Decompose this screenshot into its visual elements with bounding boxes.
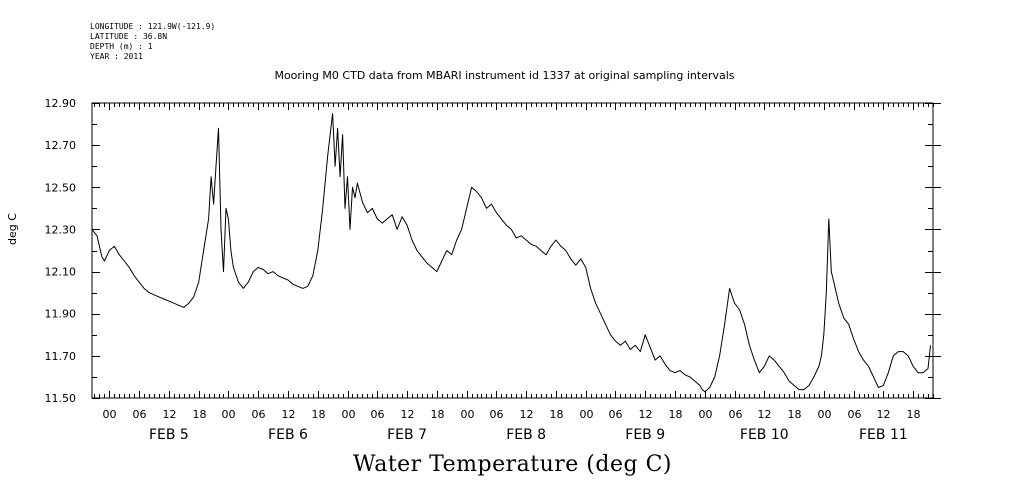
x-day-label: FEB 6 (268, 427, 308, 443)
x-tick-label: 00 (222, 408, 236, 421)
x-tick-label: 06 (133, 408, 147, 421)
x-tick-label: 06 (371, 408, 385, 421)
y-tick-label: 11.50 (45, 392, 77, 405)
y-tick-label: 12.10 (45, 266, 77, 279)
x-day-label: FEB 7 (387, 427, 427, 443)
x-day-label: FEB 5 (149, 427, 189, 443)
chart-title: Mooring M0 CTD data from MBARI instrumen… (274, 69, 735, 82)
metadata-block: LONGITUDE : 121.9W(-121.9) LATITUDE : 36… (90, 22, 215, 62)
x-tick-label: 12 (758, 408, 772, 421)
chart-marks (91, 113, 931, 393)
x-tick-label: 06 (609, 408, 623, 421)
x-tick-label: 18 (788, 408, 802, 421)
x-tick-label: 12 (163, 408, 177, 421)
y-tick-label: 12.70 (45, 139, 77, 152)
x-tick-label: 00 (580, 408, 594, 421)
x-tick-label: 00 (103, 408, 117, 421)
longitude-text: LONGITUDE : 121.9W(-121.9) (90, 22, 216, 31)
y-tick-label: 11.90 (45, 308, 77, 321)
y-tick-label: 12.90 (45, 97, 77, 110)
x-tick-label: 18 (669, 408, 683, 421)
x-tick-label: 18 (907, 408, 921, 421)
x-tick-label: 12 (520, 408, 534, 421)
latitude-text: LATITUDE : 36.8N (90, 32, 168, 41)
x-tick-label: 06 (252, 408, 266, 421)
chart-axes: 00 06 12 18 00 06 12 18 00 06 12 18 00 06 12 18 00 06 12 18… (45, 97, 941, 443)
x-tick-label: 12 (401, 408, 415, 421)
x-day-label: FEB 11 (859, 427, 908, 443)
x-tick-label: 18 (193, 408, 207, 421)
x-day-label: FEB 10 (740, 427, 789, 443)
x-day-label: FEB 8 (506, 427, 546, 443)
x-tick-label: 00 (342, 408, 356, 421)
x-tick-label: 12 (639, 408, 653, 421)
x-tick-label: 12 (877, 408, 891, 421)
x-tick-label: 18 (312, 408, 326, 421)
depth-text: DEPTH (m) : 1 (90, 42, 153, 51)
x-tick-label: 00 (818, 408, 832, 421)
x-tick-label: 12 (282, 408, 296, 421)
x-axis-label: Water Temperature (deg C) (353, 452, 672, 477)
x-tick-label: 06 (848, 408, 862, 421)
x-tick-label: 00 (461, 408, 475, 421)
x-day-label: FEB 9 (625, 427, 665, 443)
x-tick-label: 06 (729, 408, 743, 421)
x-tick-label: 06 (490, 408, 504, 421)
plot-frame (91, 102, 934, 399)
x-tick-label: 18 (550, 408, 564, 421)
x-tick-label: 18 (431, 408, 445, 421)
x-tick-label: 00 (699, 408, 713, 421)
temperature-series-line (91, 113, 931, 393)
y-tick-label: 12.50 (45, 181, 77, 194)
y-tick-label: 12.30 (45, 223, 77, 236)
y-tick-label: 11.70 (45, 350, 77, 363)
year-text: YEAR : 2011 (90, 52, 143, 61)
